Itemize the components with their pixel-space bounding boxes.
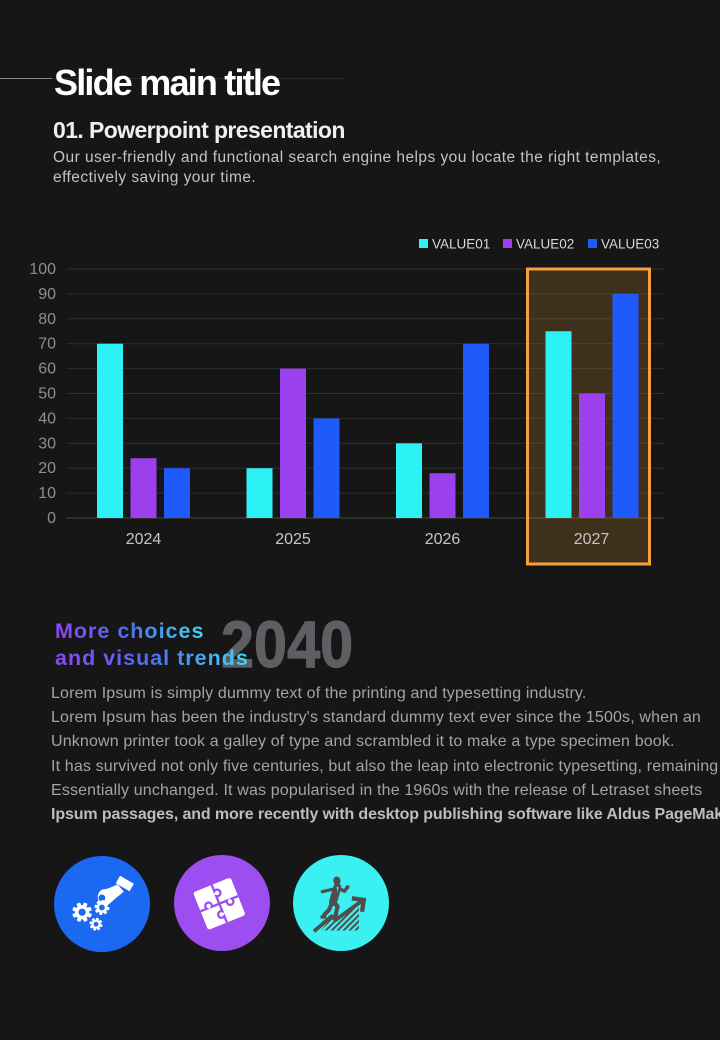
svg-text:2025: 2025 xyxy=(275,531,311,548)
svg-text:90: 90 xyxy=(38,286,56,303)
svg-text:70: 70 xyxy=(38,336,56,353)
svg-text:VALUE03: VALUE03 xyxy=(601,237,659,252)
svg-text:50: 50 xyxy=(38,386,56,403)
svg-text:30: 30 xyxy=(38,435,56,452)
svg-text:10: 10 xyxy=(38,485,56,502)
svg-text:40: 40 xyxy=(38,410,56,427)
svg-text:2027: 2027 xyxy=(574,531,610,548)
svg-text:80: 80 xyxy=(38,311,56,328)
svg-text:0: 0 xyxy=(47,510,56,527)
svg-text:VALUE02: VALUE02 xyxy=(516,237,574,252)
svg-text:2026: 2026 xyxy=(425,531,461,548)
svg-text:20: 20 xyxy=(38,460,56,477)
svg-text:2024: 2024 xyxy=(126,531,162,548)
svg-text:VALUE01: VALUE01 xyxy=(432,237,490,252)
svg-text:60: 60 xyxy=(38,361,56,378)
svg-text:100: 100 xyxy=(29,261,56,278)
